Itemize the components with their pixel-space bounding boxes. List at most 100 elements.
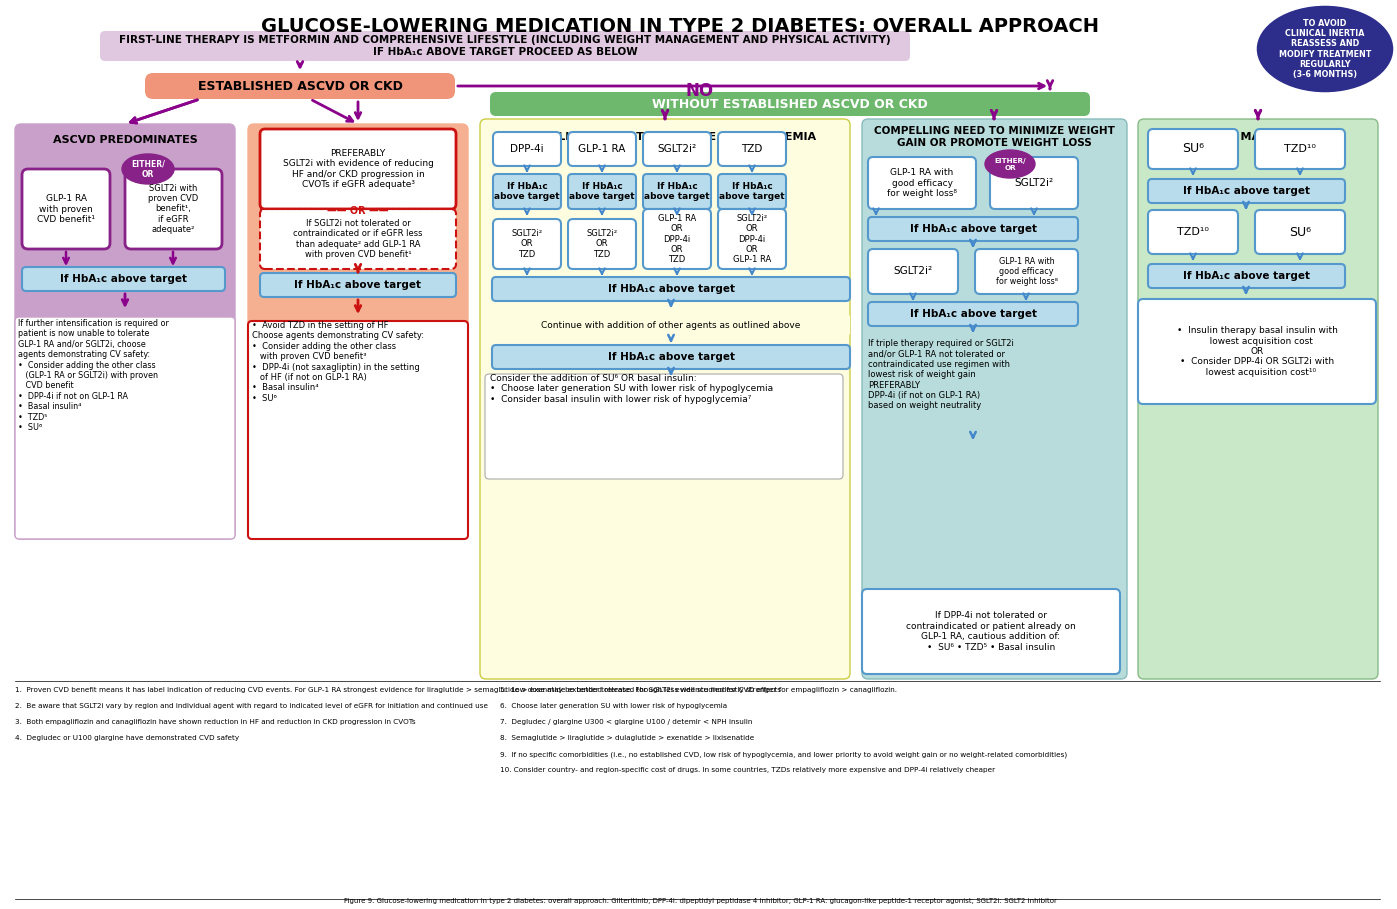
FancyBboxPatch shape — [101, 31, 909, 61]
Text: If HbA₁c above target: If HbA₁c above target — [1183, 186, 1310, 196]
FancyBboxPatch shape — [868, 157, 977, 209]
FancyBboxPatch shape — [643, 174, 711, 209]
Text: TO AVOID
CLINICAL INERTIA
REASSESS AND
MODIFY TREATMENT
REGULARLY
(3-6 MONTHS): TO AVOID CLINICAL INERTIA REASSESS AND M… — [1278, 18, 1372, 79]
Text: ASCVD PREDOMINATES: ASCVD PREDOMINATES — [53, 135, 197, 145]
Ellipse shape — [1255, 4, 1396, 94]
Text: If HbA₁c
above target: If HbA₁c above target — [569, 182, 634, 201]
Text: If HbA₁c above target: If HbA₁c above target — [295, 280, 422, 290]
Ellipse shape — [122, 154, 175, 184]
FancyBboxPatch shape — [643, 132, 711, 166]
FancyBboxPatch shape — [1148, 129, 1238, 169]
Text: GLUCOSE-LOWERING MEDICATION IN TYPE 2 DIABETES: OVERALL APPROACH: GLUCOSE-LOWERING MEDICATION IN TYPE 2 DI… — [261, 17, 1099, 36]
FancyBboxPatch shape — [868, 249, 958, 294]
Text: •  Insulin therapy basal insulin with
   lowest acquisition cost
OR
•  Consider : • Insulin therapy basal insulin with low… — [1176, 326, 1337, 377]
Text: GLP-1 RA: GLP-1 RA — [578, 144, 626, 154]
Text: If HbA₁c above target: If HbA₁c above target — [909, 224, 1037, 234]
FancyBboxPatch shape — [260, 273, 455, 297]
Text: SU⁶: SU⁶ — [1182, 143, 1204, 155]
Text: GLP-1 RA
OR
DPP-4i
OR
TZD: GLP-1 RA OR DPP-4i OR TZD — [658, 214, 696, 265]
Text: FIRST-LINE THERAPY IS METFORMIN AND COMPREHENSIVE LIFESTYLE (INCLUDING WEIGHT MA: FIRST-LINE THERAPY IS METFORMIN AND COMP… — [119, 35, 891, 56]
Text: 8.  Semaglutide > liraglutide > dulaglutide > exenatide > lixisenatide: 8. Semaglutide > liraglutide > dulagluti… — [500, 735, 754, 741]
Text: •  Avoid TZD in the setting of HF
Choose agents demonstrating CV safety:
•  Cons: • Avoid TZD in the setting of HF Choose … — [251, 321, 425, 403]
FancyBboxPatch shape — [718, 132, 787, 166]
Text: If HbA₁c above target: If HbA₁c above target — [608, 284, 735, 294]
FancyBboxPatch shape — [260, 129, 455, 209]
Text: If SGLT2i not tolerated or
contraindicated or if eGFR less
than adequate² add GL: If SGLT2i not tolerated or contraindicat… — [293, 219, 423, 259]
FancyBboxPatch shape — [15, 317, 235, 539]
Text: 1.  Proven CVD benefit means it has label indication of reducing CVD events. For: 1. Proven CVD benefit means it has label… — [15, 687, 897, 693]
Text: TZD¹⁰: TZD¹⁰ — [1178, 227, 1208, 237]
FancyBboxPatch shape — [643, 209, 711, 269]
Text: GLP-1 RA
with proven
CVD benefit¹: GLP-1 RA with proven CVD benefit¹ — [36, 195, 95, 224]
Text: SGLT2i with
proven CVD
benefit¹,
if eGFR
adequate²: SGLT2i with proven CVD benefit¹, if eGFR… — [148, 184, 198, 235]
FancyBboxPatch shape — [15, 124, 235, 539]
FancyBboxPatch shape — [260, 209, 455, 269]
FancyBboxPatch shape — [862, 589, 1120, 674]
Text: If HbA₁c
above target: If HbA₁c above target — [719, 182, 785, 201]
FancyBboxPatch shape — [22, 267, 225, 291]
Text: EITHER/
OR: EITHER/ OR — [995, 157, 1025, 171]
Text: COMPELLING NEED TO MINIMIZE HYPOGLYCEMIA: COMPELLING NEED TO MINIMIZE HYPOGLYCEMIA — [514, 132, 816, 142]
Text: 2.  Be aware that SGLT2i vary by region and individual agent with regard to indi: 2. Be aware that SGLT2i vary by region a… — [15, 703, 488, 709]
Text: TZD: TZD — [742, 144, 763, 154]
FancyBboxPatch shape — [990, 157, 1078, 209]
Text: If DPP-4i not tolerated or
contraindicated or patient already on
GLP-1 RA, cauti: If DPP-4i not tolerated or contraindicat… — [907, 612, 1076, 652]
FancyBboxPatch shape — [493, 174, 562, 209]
Text: HF OR CKD PREDOMINATES: HF OR CKD PREDOMINATES — [272, 135, 443, 145]
FancyBboxPatch shape — [1139, 119, 1377, 679]
Text: Continue with addition of other agents as outlined above: Continue with addition of other agents a… — [541, 321, 800, 329]
Text: ESTABLISHED ASCVD OR CKD: ESTABLISHED ASCVD OR CKD — [197, 79, 402, 93]
FancyBboxPatch shape — [862, 119, 1127, 679]
FancyBboxPatch shape — [492, 277, 849, 301]
Text: EITHER/
OR: EITHER/ OR — [131, 159, 165, 179]
Text: If further intensification is required or
patient is now unable to tolerate
GLP-: If further intensification is required o… — [18, 319, 169, 432]
FancyBboxPatch shape — [145, 73, 455, 99]
FancyBboxPatch shape — [868, 302, 1078, 326]
FancyBboxPatch shape — [868, 217, 1078, 241]
FancyBboxPatch shape — [249, 124, 468, 539]
Text: If HbA₁c
above target: If HbA₁c above target — [495, 182, 560, 201]
Text: WITHOUT ESTABLISHED ASCVD OR CKD: WITHOUT ESTABLISHED ASCVD OR CKD — [652, 97, 928, 111]
Text: COST IS A MAJOR ISSUE⁹ʸ¹⁰: COST IS A MAJOR ISSUE⁹ʸ¹⁰ — [1175, 132, 1341, 142]
FancyBboxPatch shape — [1139, 299, 1376, 404]
Text: 3.  Both empagliflozin and canagliflozin have shown reduction in HF and reductio: 3. Both empagliflozin and canagliflozin … — [15, 719, 416, 725]
FancyBboxPatch shape — [569, 219, 636, 269]
Text: SGLT2i²
OR
DPP-4i
OR
GLP-1 RA: SGLT2i² OR DPP-4i OR GLP-1 RA — [733, 214, 771, 265]
FancyBboxPatch shape — [718, 209, 787, 269]
FancyBboxPatch shape — [493, 132, 562, 166]
FancyBboxPatch shape — [1148, 210, 1238, 254]
Text: 5.  Low dose may be better tolerated though less well studied for CVD effects: 5. Low dose may be better tolerated thou… — [500, 687, 781, 693]
Text: Consider the addition of SU⁶ ​OR​ basal insulin:
•  Choose later generation SU w: Consider the addition of SU⁶ ​OR​ basal … — [490, 374, 773, 404]
Text: DPP-4i: DPP-4i — [510, 144, 543, 154]
Text: If HbA₁c above target: If HbA₁c above target — [1183, 271, 1310, 281]
Text: 6.  Choose later generation SU with lower risk of hypoglycemia: 6. Choose later generation SU with lower… — [500, 703, 726, 709]
FancyBboxPatch shape — [569, 132, 636, 166]
FancyBboxPatch shape — [481, 119, 849, 679]
FancyBboxPatch shape — [569, 174, 636, 209]
FancyBboxPatch shape — [249, 321, 468, 539]
Text: If HbA₁c
above target: If HbA₁c above target — [644, 182, 710, 201]
FancyBboxPatch shape — [1255, 129, 1345, 169]
FancyBboxPatch shape — [1148, 264, 1345, 288]
Text: 10. Consider country- and region-specific cost of drugs. In some countries, TZDs: 10. Consider country- and region-specifi… — [500, 767, 995, 773]
Ellipse shape — [985, 150, 1035, 178]
FancyBboxPatch shape — [490, 92, 1090, 116]
Text: TZD¹⁰: TZD¹⁰ — [1284, 144, 1316, 154]
Text: SGLT2i²
OR
TZD: SGLT2i² OR TZD — [511, 229, 542, 259]
FancyBboxPatch shape — [1148, 179, 1345, 203]
FancyBboxPatch shape — [22, 169, 110, 249]
Text: 7.  Degludec / glargine U300 < glargine U100 / detemir < NPH insulin: 7. Degludec / glargine U300 < glargine U… — [500, 719, 753, 725]
FancyBboxPatch shape — [485, 374, 842, 479]
FancyBboxPatch shape — [975, 249, 1078, 294]
Text: SU⁶: SU⁶ — [1289, 225, 1310, 238]
Text: SGLT2i²: SGLT2i² — [894, 266, 933, 276]
Text: If triple therapy required or SGLT2i
and/or GLP-1 RA not tolerated or
contraindi: If triple therapy required or SGLT2i and… — [868, 339, 1014, 410]
Text: COMPELLING NEED TO MINIMIZE WEIGHT
GAIN OR PROMOTE WEIGHT LOSS: COMPELLING NEED TO MINIMIZE WEIGHT GAIN … — [875, 126, 1115, 148]
FancyBboxPatch shape — [718, 174, 787, 209]
FancyBboxPatch shape — [124, 169, 222, 249]
Text: SGLT2i²
OR
TZD: SGLT2i² OR TZD — [587, 229, 617, 259]
FancyBboxPatch shape — [1255, 210, 1345, 254]
Text: 4.  Degludec or U100 glargine have demonstrated CVD safety: 4. Degludec or U100 glargine have demons… — [15, 735, 239, 741]
Text: If HbA₁c above target: If HbA₁c above target — [909, 309, 1037, 319]
Text: If HbA₁c above target: If HbA₁c above target — [60, 274, 187, 284]
